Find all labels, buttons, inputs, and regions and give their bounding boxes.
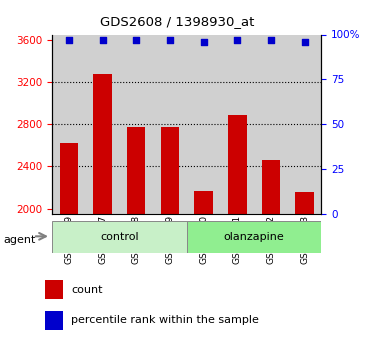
Bar — [187, 221, 321, 253]
Text: olanzapine: olanzapine — [224, 232, 285, 242]
Point — [133, 37, 139, 43]
Bar — [127, 127, 146, 214]
Bar — [52, 221, 187, 253]
Point — [201, 39, 207, 45]
Point — [301, 39, 308, 45]
Text: GDS2608 / 1398930_at: GDS2608 / 1398930_at — [100, 16, 254, 29]
Text: count: count — [71, 285, 103, 295]
Bar — [161, 127, 179, 214]
Bar — [295, 192, 314, 214]
Point — [167, 37, 173, 43]
Text: percentile rank within the sample: percentile rank within the sample — [71, 315, 259, 325]
Bar — [194, 191, 213, 214]
Bar — [45, 280, 63, 299]
Point — [234, 37, 240, 43]
Bar — [45, 310, 63, 330]
Text: agent: agent — [4, 235, 36, 245]
Bar — [60, 143, 78, 214]
Point — [66, 37, 72, 43]
Bar — [228, 115, 246, 214]
Bar — [262, 160, 280, 214]
Text: control: control — [100, 232, 139, 242]
Bar — [93, 73, 112, 214]
Point — [268, 37, 274, 43]
Point — [99, 37, 105, 43]
